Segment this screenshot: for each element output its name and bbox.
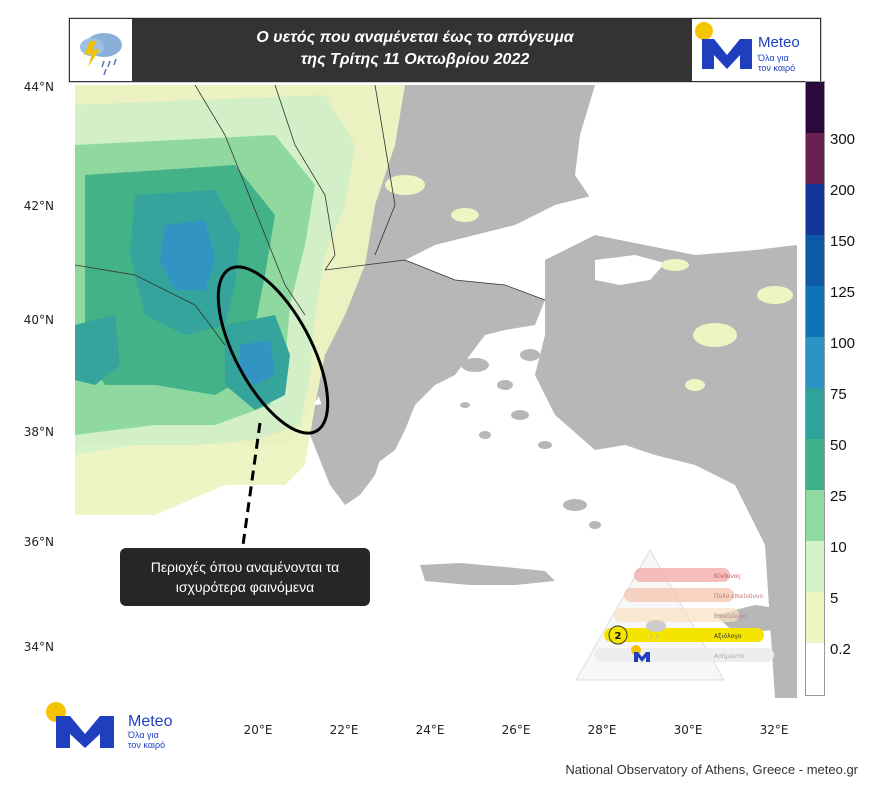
lat-label-44: 44°N [23, 80, 54, 94]
cb-label-300: 300 [830, 131, 856, 148]
cb-label-25: 25 [830, 488, 847, 505]
cb-seg-3 [806, 235, 824, 286]
light-rain-patches [385, 175, 793, 391]
title-line-1: Ο υετός που αναμένεται έως το απόγευμα [256, 29, 574, 46]
lat-label-36: 36°N [23, 535, 54, 549]
cb-seg-0 [806, 82, 824, 133]
anatolia [535, 235, 797, 698]
cb-label-50: 50 [830, 437, 847, 454]
bottom-logo-brand-name: Meteo [128, 713, 173, 730]
aegean-islands [460, 310, 601, 529]
lon-label-28: 28°E [587, 723, 617, 737]
header-bar: Ο υετός που αναμένεται έως το απόγευμα τ… [68, 17, 822, 83]
logo-m-icon [702, 39, 752, 69]
map-canvas [75, 85, 797, 698]
logo-slogan-1: Όλα για [757, 53, 789, 63]
lat-label-34: 34°N [23, 640, 54, 654]
cb-seg-5 [806, 337, 824, 388]
strongest-phenomena-callout: Περιοχές όπου αναμένονται τα ισχυρότερα … [120, 548, 370, 606]
lon-label-22: 22°E [329, 723, 359, 737]
cb-label-150: 150 [830, 233, 856, 250]
peloponnese [310, 400, 385, 505]
cb-seg-2 [806, 184, 824, 235]
cb-seg-10 [806, 592, 824, 643]
cb-label-200: 200 [830, 182, 856, 199]
precipitation-map [75, 85, 797, 698]
hazard-level-number: 2 [615, 631, 622, 642]
lon-label-32: 32°E [759, 723, 789, 737]
cb-label-0-2: 0.2 [830, 641, 851, 658]
bottom-logo-m-icon [56, 716, 114, 748]
lat-label-42: 42°N [23, 199, 54, 213]
logo-slogan-2: τον καιρό [758, 63, 795, 73]
cb-seg-4 [806, 286, 824, 337]
lon-label-24: 24°E [415, 723, 445, 737]
hazard-label-3: Επικίνδυνο [714, 613, 747, 620]
crete [420, 563, 555, 585]
cb-seg-11 [806, 643, 824, 695]
cb-label-125: 125 [830, 284, 856, 301]
hazard-label-4: Αξιόλογο [714, 633, 742, 640]
bottom-meteo-logo: Meteo Όλα για τον καιρό [42, 700, 192, 752]
callout-line-2: ισχυρότερα φαινόμενα [175, 579, 315, 595]
callout-line-1: Περιοχές όπου αναμένονται τα [150, 559, 340, 575]
hazard-bar-5 [594, 648, 774, 662]
hazard-bar-3 [614, 608, 739, 622]
footer-credit: National Observatory of Athens, Greece -… [565, 762, 858, 777]
hazard-label-5: Ασήμαντο [714, 653, 744, 660]
bottom-logo-slogan-2: τον καιρό [128, 740, 165, 750]
lon-label-30: 30°E [673, 723, 703, 737]
cb-label-10: 10 [830, 539, 847, 556]
rain-cloud-lightning-icon [80, 33, 122, 76]
cb-seg-9 [806, 541, 824, 592]
header-icon-box [70, 19, 132, 81]
map-title: Ο υετός που αναμένεται έως το απόγευμα τ… [139, 27, 691, 71]
hazard-level-circle [608, 625, 628, 645]
cb-seg-8 [806, 490, 824, 541]
logo-sun-icon [695, 22, 713, 40]
hazard-cloud-icon [646, 620, 666, 640]
lon-label-26: 26°E [501, 723, 531, 737]
hazard-label-1: Κίνδυνος [714, 573, 741, 580]
cb-seg-6 [806, 388, 824, 439]
cb-label-5: 5 [830, 590, 839, 607]
marmara-sea [595, 255, 665, 285]
highlight-ellipse [216, 265, 330, 435]
cb-label-100: 100 [830, 335, 856, 352]
hazard-logo-m-icon [634, 652, 650, 662]
header-meteo-logo: Meteo Όλα για τον καιρό [692, 19, 820, 81]
callout-pointer [241, 422, 262, 546]
bottom-logo-slogan-1: Όλα για [127, 730, 159, 740]
hazard-logo-sun-icon [631, 645, 641, 655]
lon-label-20: 20°E [243, 723, 273, 737]
lat-label-40: 40°N [23, 313, 54, 327]
cb-label-75: 75 [830, 386, 847, 403]
cb-seg-7 [806, 439, 824, 490]
lat-label-38: 38°N [23, 425, 54, 439]
black-sea [575, 85, 797, 260]
precipitation-colorbar [805, 81, 825, 696]
cb-seg-1 [806, 133, 824, 184]
hazard-bar-1 [634, 568, 730, 582]
logo-brand-name: Meteo [758, 34, 800, 51]
hazard-bar-4 [604, 628, 764, 642]
title-line-2: της Τρίτης 11 Οκτωβρίου 2022 [300, 51, 530, 68]
country-borders [75, 85, 546, 346]
hazard-level-badge: 2 Κίνδυνος Πολύ επικίνδυνο Επικίνδυνο Αξ… [574, 546, 780, 684]
hazard-label-2: Πολύ επικίνδυνο [714, 593, 763, 600]
hazard-bar-2 [624, 588, 734, 602]
